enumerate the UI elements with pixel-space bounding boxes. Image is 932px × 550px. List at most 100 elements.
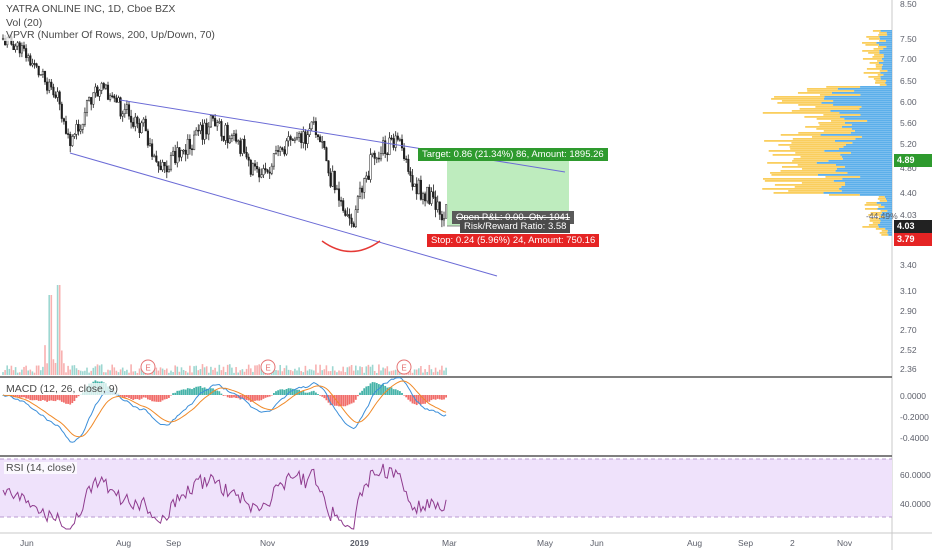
last-price-tag: 4.03 — [894, 220, 932, 233]
macd-axis[interactable]: 0.0000 -0.2000 -0.4000 — [900, 391, 929, 443]
candle-body — [1, 37, 5, 40]
macd-histogram-bar — [155, 395, 158, 402]
vpvr-bar-down — [850, 152, 892, 154]
candle-body — [392, 138, 395, 148]
candle-body — [325, 147, 328, 162]
candle-body — [106, 84, 110, 100]
vpvr-bar-down — [836, 168, 892, 170]
candle-body — [298, 133, 301, 138]
volume-bar — [376, 372, 378, 375]
volume-bar — [132, 371, 134, 375]
vpvr-bar-up — [879, 232, 888, 234]
vpvr-bar-down — [841, 190, 892, 192]
vpvr-bar-up — [829, 194, 860, 196]
volume-bar — [75, 368, 78, 375]
candle-body — [81, 123, 84, 130]
candle-body — [67, 133, 70, 135]
chart-title[interactable]: YATRA ONLINE INC, 1D, Cboe BZX — [4, 3, 178, 15]
vpvr-bar-up — [772, 154, 841, 156]
macd-histogram-bar — [252, 395, 254, 402]
candle-body — [270, 165, 273, 174]
signal-line — [2, 380, 447, 438]
macd-histogram-bar — [380, 384, 382, 395]
volume-bar — [16, 372, 19, 375]
volume-bar — [346, 367, 349, 375]
vpvr-bar-up — [799, 108, 860, 110]
volume-bar — [319, 364, 321, 375]
candle-body — [41, 71, 44, 75]
macd-histogram-bar — [392, 389, 395, 395]
macd-histogram-bar — [170, 395, 172, 396]
macd-histogram-bar — [168, 395, 170, 398]
vpvr-bar-down — [824, 98, 892, 100]
candle-body — [119, 97, 122, 117]
vpvr-legend[interactable]: VPVR (Number Of Rows, 200, Up/Down, 70) — [4, 29, 217, 41]
candle-body — [64, 121, 68, 134]
risk-reward-label[interactable]: Risk/Reward Ratio: 3.58 — [460, 220, 571, 233]
candle-body — [426, 186, 429, 202]
volume-bar — [115, 370, 118, 375]
vpvr-bar-down — [823, 192, 892, 194]
bottom-arc-drawing[interactable] — [321, 240, 381, 253]
vpvr-bar-down — [839, 148, 892, 150]
volume-bar — [25, 365, 27, 375]
macd-histogram-bar — [16, 395, 19, 397]
candle-body — [138, 123, 141, 133]
volume-bar — [126, 369, 128, 375]
candle-body — [314, 121, 317, 135]
volume-bar — [157, 370, 160, 375]
rsi-axis[interactable]: 60.0000 40.0000 — [900, 470, 931, 509]
stop-label[interactable]: Stop: 0.24 (5.96%) 24, Amount: 750.16 — [427, 234, 600, 247]
macd-histogram-bar — [388, 387, 391, 395]
volume-bar — [124, 371, 126, 375]
candle-body — [400, 139, 404, 149]
earnings-marker[interactable]: E — [260, 359, 276, 375]
candle-body — [73, 134, 76, 137]
vpvr-bar-up — [878, 206, 885, 208]
candle-body — [54, 94, 57, 98]
volume-bar — [56, 285, 59, 375]
candle-body — [224, 124, 227, 141]
vpvr-bar-down — [887, 70, 892, 72]
volume-bar — [241, 369, 244, 375]
vpvr-bar-down — [880, 76, 892, 78]
volume-legend[interactable]: Vol (20) — [4, 17, 45, 29]
vpvr-bar-up — [875, 82, 886, 84]
price-tick: 2.90 — [900, 306, 917, 316]
vpvr-bar-up — [801, 182, 845, 184]
candle-body — [60, 103, 63, 119]
vpvr-bar-up — [872, 30, 881, 32]
rsi-legend[interactable]: RSI (14, close) — [4, 462, 78, 474]
earnings-marker[interactable]: E — [140, 359, 156, 375]
price-axis[interactable]: 8.50 7.50 7.00 6.50 6.00 5.60 5.20 4.80 … — [900, 0, 917, 374]
macd-histogram-bar — [245, 395, 248, 400]
macd-histogram-bar — [407, 395, 410, 400]
time-tick: Jun — [20, 538, 34, 548]
macd-histogram-bar — [165, 395, 168, 399]
channel-upper-line[interactable] — [119, 99, 566, 173]
earnings-marker[interactable]: E — [396, 359, 412, 375]
vpvr-bar-up — [868, 214, 881, 216]
vpvr-bar-up — [816, 128, 852, 130]
channel-lower-line[interactable] — [69, 152, 498, 277]
volume-bar — [100, 364, 103, 375]
macd-histogram-bar — [132, 395, 135, 400]
time-tick: Aug — [687, 538, 702, 548]
vpvr-bar-up — [862, 50, 880, 52]
target-label[interactable]: Target: 0.86 (21.34%) 86, Amount: 1895.2… — [418, 148, 608, 161]
candle-body — [37, 65, 40, 76]
macd-histogram-bar — [310, 391, 313, 395]
vpvr-bar-up — [864, 204, 881, 206]
volume-bar — [308, 369, 311, 375]
vpvr-bar-down — [845, 144, 892, 146]
macd-histogram-bar — [186, 388, 189, 395]
macd-histogram-bar — [138, 395, 141, 400]
volume-bar — [130, 364, 132, 375]
vpvr-bar-down — [860, 114, 892, 116]
time-axis[interactable]: Jun Aug Sep Nov 2019 Mar May Jun Aug Sep… — [20, 538, 853, 548]
candle-body — [184, 149, 187, 155]
volume-bar — [4, 370, 6, 375]
candle-body — [283, 149, 286, 155]
macd-legend[interactable]: MACD (12, 26, close, 9) — [4, 383, 121, 395]
